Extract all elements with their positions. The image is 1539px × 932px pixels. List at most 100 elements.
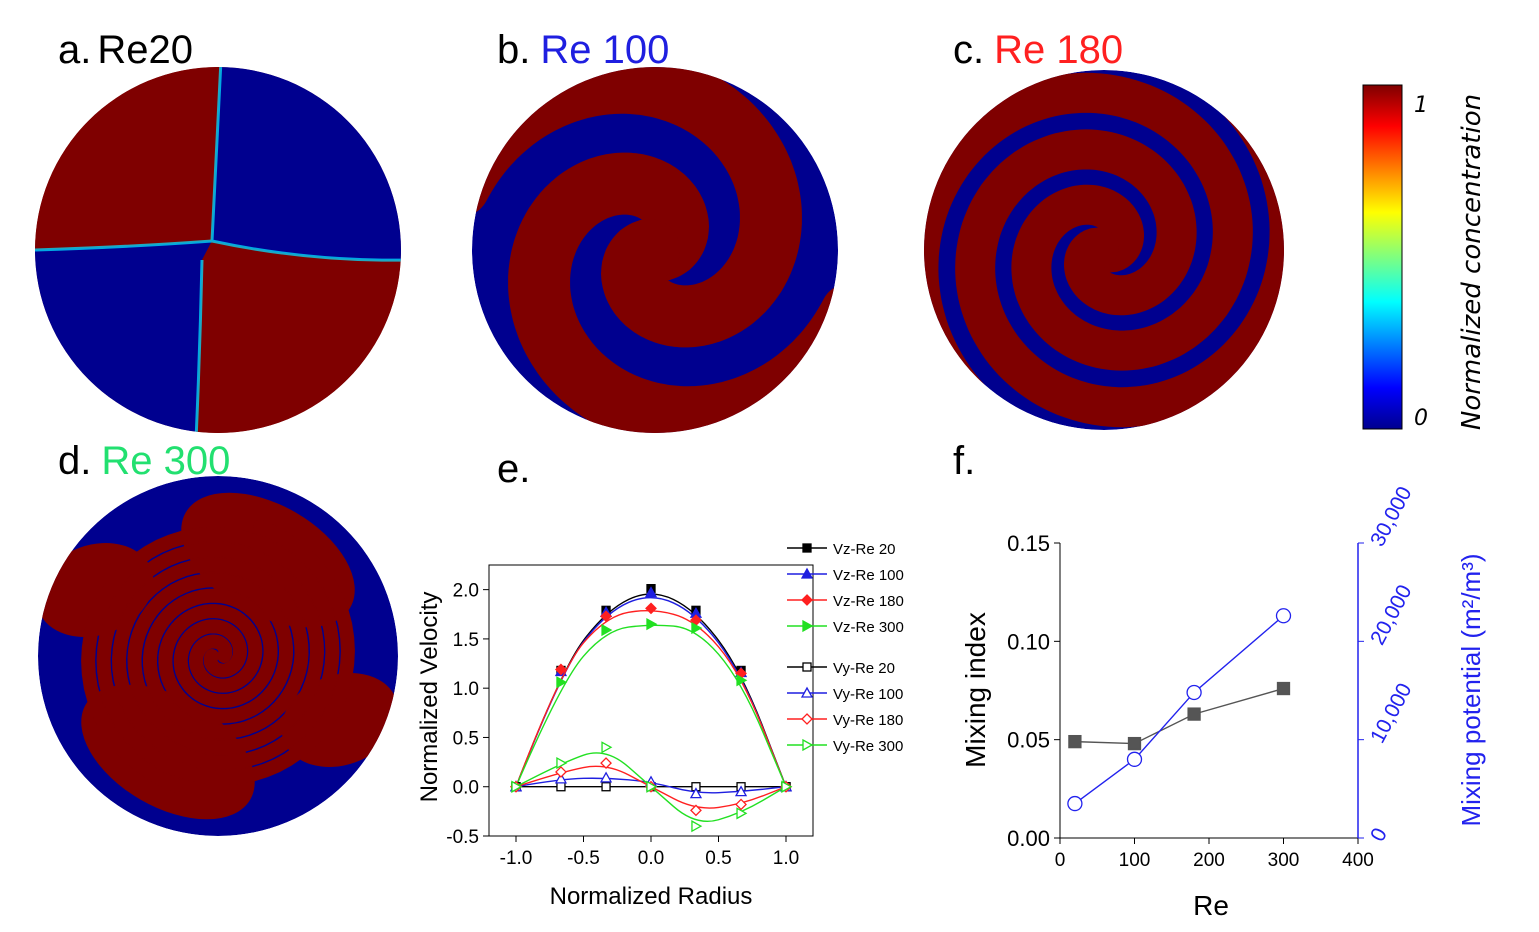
chart-e-xtick-label: -0.5: [567, 848, 600, 869]
panel-c-label: c. Re 180: [953, 30, 1123, 70]
chart-e-xtick-label: 0.0: [638, 848, 664, 869]
panel-a-concentration-map: [35, 67, 401, 433]
chart-e-ytick-label: 1.5: [453, 630, 479, 651]
panel-f-mixing-chart: 0 100 200 300 400 0.00 0.05 0.10 0.15 0 10,000 20,0…: [960, 483, 1486, 921]
panel-b-label: b. Re 100: [497, 30, 669, 70]
chart-e-legend-label: Vy-Re 100: [833, 686, 903, 703]
chart-e-point: [555, 663, 567, 676]
chart-e-point: [781, 780, 793, 793]
panel-d-label: d. Re 300: [58, 441, 230, 481]
chart-f-ytick-label: 0.00: [1007, 826, 1050, 851]
chart-f-y2tick-label: 20,000: [1366, 581, 1416, 649]
chart-e-ytick-label: 0.0: [453, 778, 479, 799]
chart-e-legend-label: Vz-Re 100: [833, 567, 904, 584]
panel-d-re: Re 300: [101, 439, 231, 483]
chart-f-ylabel: Mixing index: [960, 612, 991, 768]
panel-c-letter: c.: [953, 28, 985, 72]
chart-f-ytick-label: 0.05: [1007, 728, 1050, 753]
chart-e-point: [644, 586, 658, 598]
chart-e-ytick-label: 1.0: [453, 679, 479, 700]
chart-e-legend-label: Vz-Re 180: [833, 593, 904, 610]
chart-f-point: [1187, 707, 1201, 721]
chart-f-xtick-label: 100: [1119, 850, 1151, 871]
chart-f-xlabel: Re: [1193, 890, 1229, 921]
colorbar-max-label: 1: [1414, 93, 1428, 118]
chart-e-ytick-label: 2.0: [453, 581, 479, 602]
panel-b-re: Re 100: [540, 28, 670, 72]
chart-e-legend-label: Vy-Re 20: [833, 660, 895, 677]
chart-e-point: [554, 772, 568, 784]
chart-e-point: [601, 741, 613, 754]
chart-f-point: [1126, 751, 1143, 767]
panel-a-re: Re20: [97, 28, 193, 72]
panel-e-letter: e.: [497, 447, 531, 491]
chart-e-point: [691, 820, 703, 833]
chart-f-ytick-label: 0.10: [1007, 629, 1050, 654]
panel-e-velocity-chart: -1.0 -0.5 0.0 0.5 1.0 -0.5 0.0 0.5 1.0 1.5 2.0 Nor…: [416, 541, 904, 910]
colorbar-title: Normalized concentration: [1457, 94, 1487, 430]
panel-d-letter: d.: [58, 439, 92, 483]
chart-e-legend-marker: [802, 738, 814, 752]
panel-a-label: a. Re20: [58, 30, 193, 70]
panel-f-label: f.: [953, 441, 975, 481]
chart-f-y2label: Mixing potential (m²/m³): [1456, 553, 1486, 826]
chart-e-legend-marker: [802, 619, 814, 633]
panel-e-label: e.: [497, 449, 530, 489]
chart-e-ylabel: Normalized Velocity: [416, 592, 443, 803]
chart-e-point: [599, 771, 613, 783]
chart-f-point: [1127, 736, 1142, 751]
chart-f-point: [1276, 681, 1291, 696]
chart-e-point: [601, 623, 613, 637]
panel-b-letter: b.: [497, 28, 531, 72]
chart-f-point: [1067, 795, 1083, 812]
chart-e-xtick-label: -1.0: [500, 848, 533, 869]
chart-f-point: [1186, 684, 1202, 701]
chart-f-y2tick-label: 0: [1366, 824, 1392, 845]
chart-e-legend-marker: [802, 662, 812, 672]
chart-e-legend-marker: [801, 713, 813, 725]
chart-e-legend-marker: [801, 594, 813, 606]
panel-d-concentration-map: [38, 476, 398, 836]
chart-e-point: [735, 798, 747, 811]
chart-e-legend-marker: [802, 543, 812, 553]
chart-e-point: [646, 618, 658, 631]
chart-e-point: [736, 807, 748, 820]
chart-e-point: [646, 780, 658, 793]
chart-e-xtick-label: 1.0: [773, 848, 799, 869]
chart-e-point: [689, 787, 703, 799]
chart-f-xtick-label: 200: [1193, 850, 1225, 871]
panel-c-concentration-map: [924, 70, 1284, 430]
colorbar-min-label: 0: [1414, 406, 1428, 431]
panel-f-letter: f.: [953, 439, 976, 483]
chart-e-point: [555, 766, 567, 778]
chart-e-point: [691, 621, 703, 635]
chart-e-point: [556, 676, 568, 689]
chart-f-series-line: [1074, 687, 1284, 745]
chart-f-point: [1275, 608, 1292, 624]
chart-e-legend-label: Vy-Re 300: [833, 738, 903, 755]
panel-c-re: Re 180: [994, 28, 1124, 72]
chart-e-point: [734, 785, 748, 797]
chart-e-ytick-label: -0.5: [446, 827, 479, 848]
chart-e-legend-marker: [800, 686, 814, 698]
chart-f-point: [1068, 734, 1082, 749]
chart-e-series-line: [515, 610, 787, 787]
chart-f-xtick-label: 300: [1268, 850, 1300, 871]
panel-b-concentration-map: [472, 67, 838, 433]
chart-e-legend-marker: [800, 567, 814, 579]
chart-e-point: [645, 602, 657, 615]
chart-f-xtick-label: 0: [1055, 850, 1066, 871]
chart-e-legend-label: Vz-Re 300: [833, 619, 904, 636]
chart-e-ytick-label: 0.5: [453, 728, 479, 749]
chart-e-point: [511, 780, 523, 793]
chart-e-legend-label: Vy-Re 180: [833, 712, 903, 729]
chart-f-y2tick-label: 10,000: [1366, 680, 1416, 748]
panel-a-letter: a.: [58, 28, 92, 72]
chart-e-point: [556, 756, 568, 770]
chart-e-point: [736, 674, 748, 687]
colorbar: 1 0 Normalized concentration: [1362, 84, 1487, 431]
chart-f-ytick-label: 0.15: [1007, 531, 1050, 556]
chart-e-point: [601, 782, 611, 792]
chart-e-point: [600, 757, 612, 769]
